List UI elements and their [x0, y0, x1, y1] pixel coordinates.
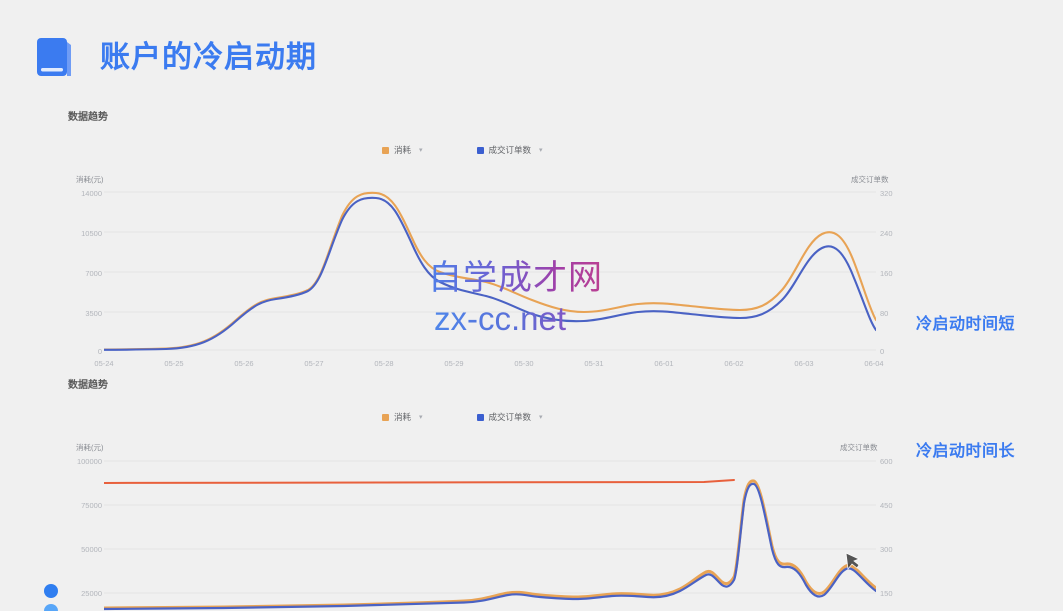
- x-tick-9: 06-01: [654, 359, 674, 368]
- legend-label-orders-1: 成交订单数: [488, 145, 532, 155]
- x-tick-8: 05-31: [584, 359, 604, 368]
- y2-tick-left-4: 25000: [81, 589, 102, 598]
- legend-item-consumption-2[interactable]: 消耗 ▾: [382, 411, 423, 423]
- y-tick-left-4: 3500: [85, 309, 102, 318]
- x-tick-3: 05-26: [234, 359, 254, 368]
- y2-tick-right-3: 300: [880, 545, 893, 554]
- panel-title-1: 数据趋势: [68, 112, 108, 123]
- right-axis-caption-2: 成交订单数: [840, 443, 878, 452]
- right-axis-caption-1: 成交订单数: [851, 175, 889, 184]
- y2-tick-left-2: 75000: [81, 501, 102, 510]
- x-tick-12: 06-04: [864, 359, 884, 368]
- y-tick-right-1: 320: [880, 189, 893, 198]
- book-icon: [34, 36, 76, 80]
- legend-swatch-blue-icon: [476, 413, 484, 421]
- chart-panel-1: 数据趋势 消耗 ▾ 成交订单数 ▾ 消耗(元) 成交订单数 14000 1050…: [0, 96, 1063, 386]
- y-tick-right-2: 240: [880, 229, 893, 238]
- decorative-dot-1: [44, 584, 58, 598]
- legend-label-consumption-1: 消耗: [394, 145, 412, 155]
- x-tick-10: 06-02: [724, 359, 744, 368]
- x-tick-7: 05-30: [514, 359, 534, 368]
- x-tick-6: 05-29: [444, 359, 464, 368]
- legend-label-orders-2: 成交订单数: [488, 412, 532, 422]
- y-tick-left-3: 7000: [85, 269, 102, 278]
- chart-legend-2[interactable]: 消耗 ▾ 成交订单数 ▾: [382, 411, 543, 423]
- y2-tick-left-3: 50000: [81, 545, 102, 554]
- page-title: 账户的冷启动期: [100, 41, 317, 74]
- y2-tick-left-1: 100000: [76, 457, 102, 466]
- chevron-down-icon[interactable]: ▾: [419, 414, 423, 421]
- legend-swatch-orange-icon: [382, 413, 389, 421]
- x-tick-11: 06-03: [794, 359, 814, 368]
- x-tick-5: 05-28: [374, 359, 394, 368]
- legend-swatch-blue-icon: [476, 146, 484, 154]
- y2-tick-right-4: 150: [880, 589, 893, 598]
- legend-item-orders-1[interactable]: 成交订单数 ▾: [476, 144, 543, 156]
- chevron-down-icon[interactable]: ▾: [419, 147, 423, 154]
- chevron-down-icon[interactable]: ▾: [539, 414, 543, 421]
- y-tick-right-3: 160: [880, 269, 893, 278]
- chart-plot-2: [104, 458, 876, 611]
- legend-item-consumption-1[interactable]: 消耗 ▾: [382, 144, 423, 156]
- y2-tick-right-1: 600: [880, 457, 893, 466]
- y-tick-left-2: 10500: [81, 229, 102, 238]
- left-axis-caption-2: 消耗(元): [76, 443, 104, 452]
- y-tick-right-5: 0: [880, 347, 885, 356]
- x-tick-1: 05-24: [94, 359, 114, 368]
- chart-plot-1: [104, 190, 876, 354]
- left-axis-caption-1: 消耗(元): [76, 175, 104, 184]
- y-tick-right-4: 80: [880, 309, 889, 318]
- chart-panel-2: 数据趋势 消耗 ▾ 成交订单数 ▾ 消耗(元) 成交订单数 100000 750…: [0, 370, 1063, 611]
- legend-label-consumption-2: 消耗: [394, 412, 412, 422]
- chevron-down-icon[interactable]: ▾: [539, 147, 543, 154]
- x-tick-2: 05-25: [164, 359, 184, 368]
- legend-item-orders-2[interactable]: 成交订单数 ▾: [476, 411, 543, 423]
- decorative-dot-2: [44, 604, 58, 611]
- annotation-short-coldstart: 冷启动时间短: [916, 316, 1016, 333]
- y-tick-left-5: 0: [97, 347, 102, 356]
- panel-title-2: 数据趋势: [68, 380, 108, 391]
- y2-tick-right-2: 450: [880, 501, 893, 510]
- legend-swatch-orange-icon: [382, 146, 389, 154]
- chart-legend-1[interactable]: 消耗 ▾ 成交订单数 ▾: [382, 144, 543, 156]
- y-tick-left-1: 14000: [81, 189, 102, 198]
- page-header: 账户的冷启动期: [0, 0, 1063, 96]
- x-tick-4: 05-27: [304, 359, 324, 368]
- annotation-long-coldstart: 冷启动时间长: [916, 443, 1016, 460]
